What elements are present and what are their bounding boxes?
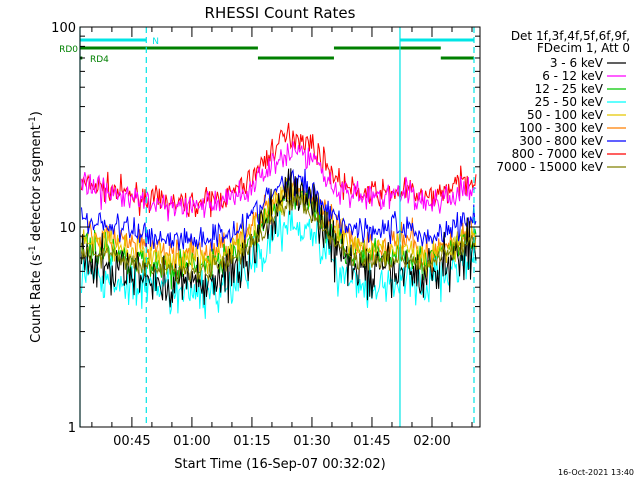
x-tick-label: 01:15 [233,434,270,449]
attenuator-state-bars: N RD0 RD4 [59,37,474,65]
legend-label: 50 - 100 keV [527,108,604,122]
legend-label: 3 - 6 keV [550,56,604,70]
series-line [81,168,477,308]
y-tick-label: 100 [51,21,76,36]
legend-label: 300 - 800 keV [519,134,603,148]
series-line [81,141,477,222]
legend-label: 25 - 50 keV [535,95,604,109]
series-line [81,193,477,286]
state-bar-label: RD0 [59,45,78,55]
series-layer [81,122,477,319]
legend-label: 100 - 300 keV [519,121,603,135]
x-tick-label: 01:45 [353,434,390,449]
chart-title: RHESSI Count Rates [205,4,356,22]
y-tick-label: 1 [68,421,76,436]
y-tick-label: 10 [59,221,76,236]
y-axis-label-sup2: -1 [28,116,38,125]
state-bar-label: N [152,37,159,47]
state-bar-label: RD4 [90,55,109,65]
x-tick-label: 01:30 [293,434,330,449]
legend-label: 800 - 7000 keV [512,147,604,161]
legend-header-1: Det 1f,3f,4f,5f,6f,9f, [511,29,630,43]
legend-label: 12 - 25 keV [535,82,604,96]
x-tick-label: 02:00 [413,434,450,449]
plot-timestamp: 16-Oct-2021 13:40 [558,468,634,477]
legend-header-2: FDecim 1, Att 0 [537,41,630,55]
x-tick-label: 00:45 [113,434,150,449]
x-tick-label: 01:00 [173,434,210,449]
y-axis-label: Count Rate (s-1 detector segment-1) [28,111,44,343]
legend: Det 1f,3f,4f,5f,6f,9f, FDecim 1, Att 0 3… [496,29,630,174]
series-line [81,122,477,219]
y-axis-label-sup1: -1 [28,245,38,254]
y-axis-label-end: ) [29,111,44,116]
series-line [81,208,477,319]
y-axis-label-main: Count Rate (s [29,254,44,343]
legend-label: 7000 - 15000 keV [496,160,603,174]
legend-label: 6 - 12 keV [542,69,604,83]
axes: 1 10 100 00:45 01:00 01:15 01:30 01:45 02:00 [51,21,480,449]
x-axis-label: Start Time (16-Sep-07 00:32:02) [174,457,385,472]
y-axis-label-mid: detector segment [29,125,44,245]
series-line [81,168,477,252]
